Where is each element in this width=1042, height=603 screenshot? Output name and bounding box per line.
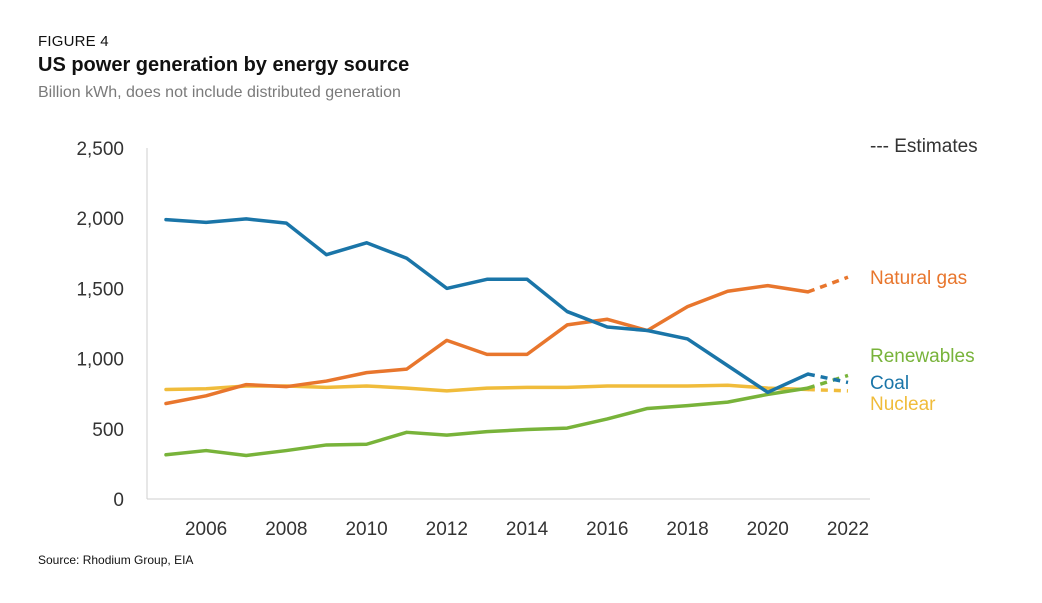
estimates-legend: --- Estimates: [870, 136, 978, 157]
nuclear-label: Nuclear: [870, 394, 936, 415]
coal-line: [164, 217, 810, 395]
renewables-estimate-line: [807, 373, 849, 390]
x-tick-label: 2018: [666, 519, 708, 540]
x-tick-label: 2012: [426, 519, 468, 540]
y-tick-label: 2,500: [76, 139, 124, 160]
x-tick-label: 2020: [747, 519, 789, 540]
x-tick-label: 2010: [345, 519, 387, 540]
natural-gas-estimate-line: [807, 275, 849, 294]
figure-label: FIGURE 4: [38, 33, 109, 50]
series-labels: Coal Natural gas Nuclear Renewables: [870, 268, 975, 415]
tick-labels: 0 500 1,000 1,500 2,000 2,500 2006 2008 2010 2012…: [76, 139, 869, 540]
natural-gas-label: Natural gas: [870, 268, 967, 289]
renewables-label: Renewables: [870, 346, 975, 367]
y-tick-label: 1,500: [76, 279, 124, 300]
source-note: Source: Rhodium Group, EIA: [38, 553, 194, 567]
x-tick-label: 2014: [506, 519, 549, 540]
chart-title: US power generation by energy source: [38, 54, 410, 76]
x-tick-label: 2006: [185, 519, 227, 540]
y-tick-label: 500: [92, 420, 124, 441]
series-lines: [164, 217, 849, 458]
x-tick-label: 2008: [265, 519, 307, 540]
nuclear-estimate-line: [807, 387, 849, 393]
x-tick-label: 2022: [827, 519, 869, 540]
renewables-line: [164, 386, 810, 458]
chart-subtitle: Billion kWh, does not include distribute…: [38, 84, 401, 101]
y-tick-label: 0: [113, 490, 124, 511]
coal-label: Coal: [870, 373, 909, 394]
axes: [146, 148, 870, 500]
coal-estimate-line: [807, 372, 849, 385]
y-tick-label: 2,000: [76, 209, 124, 230]
natural-gas-line: [164, 283, 810, 406]
y-tick-label: 1,000: [76, 350, 124, 371]
x-tick-label: 2016: [586, 519, 628, 540]
